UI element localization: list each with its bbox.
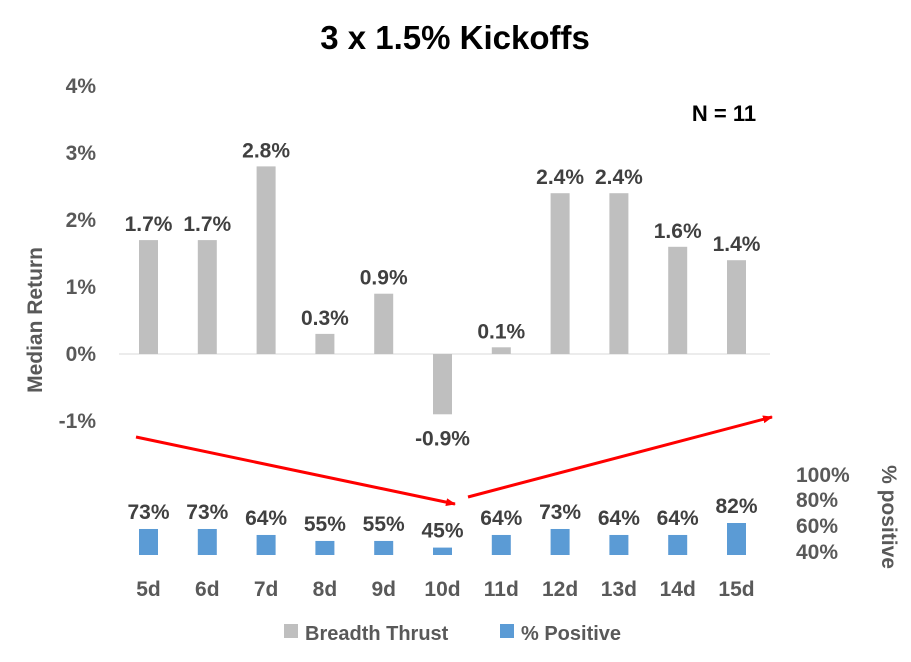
x-category-label: 11d xyxy=(484,578,519,601)
x-category-label: 6d xyxy=(195,578,220,601)
y2-tick-label: 40% xyxy=(796,541,838,564)
y-tick-label: 1% xyxy=(66,276,97,299)
y-axis-ticks: 4% 3% 2% 1% 0% -1% xyxy=(59,75,97,433)
trend-arrows xyxy=(135,415,773,507)
x-category-label: 9d xyxy=(371,578,396,601)
up-trend-arrow xyxy=(467,415,773,499)
y-tick-label: -1% xyxy=(59,410,97,433)
y2-tick-label: 100% xyxy=(796,464,850,487)
legend-swatch-pct-positive xyxy=(500,624,514,638)
data-label-breadth-thrust: 0.3% xyxy=(301,307,349,330)
bar-pct-positive xyxy=(433,547,452,555)
legend-label-pct-positive: % Positive xyxy=(521,623,621,645)
x-category-label: 12d xyxy=(542,578,578,601)
x-category-label: 13d xyxy=(601,578,637,601)
bar-pct-positive xyxy=(727,523,746,555)
legend-label-breadth-thrust: Breadth Thrust xyxy=(305,623,449,645)
data-label-pct-positive: 55% xyxy=(363,513,405,536)
bar-breadth-thrust xyxy=(491,347,511,354)
bar-pct-positive xyxy=(256,534,276,555)
bar-breadth-thrust xyxy=(139,240,158,354)
data-label-pct-positive: 64% xyxy=(657,507,699,530)
y2-axis-label: % positive xyxy=(877,465,900,569)
y-axis-label: Median Return xyxy=(24,247,47,393)
data-label-breadth-thrust: -0.9% xyxy=(415,427,470,450)
legend-swatch-breadth-thrust xyxy=(284,624,298,638)
x-axis-categories: 5d 6d 7d 8d 9d 10d 11d 12d 13d 14d 15d xyxy=(136,578,754,601)
chart-title: 3 x 1.5% Kickoffs xyxy=(320,19,590,56)
bar-pct-positive xyxy=(668,534,688,555)
data-label-breadth-thrust: 1.7% xyxy=(183,213,231,236)
y-tick-label: 3% xyxy=(66,142,97,165)
bar-breadth-thrust xyxy=(433,354,452,415)
bar-pct-positive xyxy=(491,534,511,555)
bar-breadth-thrust xyxy=(315,333,335,354)
breadth-thrust-series xyxy=(139,166,746,415)
data-label-breadth-thrust: 2.8% xyxy=(242,139,290,162)
data-label-pct-positive: 73% xyxy=(539,501,581,524)
bar-pct-positive xyxy=(609,534,629,555)
bar-breadth-thrust xyxy=(727,260,746,354)
data-label-breadth-thrust: 0.1% xyxy=(477,320,525,343)
bar-breadth-thrust xyxy=(197,240,217,354)
down-trend-arrow xyxy=(135,435,456,507)
bar-breadth-thrust xyxy=(256,166,276,354)
data-label-breadth-thrust: 1.4% xyxy=(713,233,761,256)
data-label-breadth-thrust: 0.9% xyxy=(360,267,408,290)
bar-pct-positive xyxy=(197,528,217,555)
data-label-pct-positive: 64% xyxy=(245,507,287,530)
data-label-pct-positive: 82% xyxy=(715,495,757,518)
x-category-label: 14d xyxy=(660,578,696,601)
bar-breadth-thrust xyxy=(609,193,629,354)
bar-pct-positive xyxy=(315,540,335,555)
data-label-pct-positive: 64% xyxy=(480,507,522,530)
bar-pct-positive xyxy=(374,540,394,555)
breadth-thrust-labels: 1.7% 1.7% 2.8% 0.3% 0.9% -0.9% 0.1% 2.4% 2.4% 1.6… xyxy=(125,139,761,450)
data-label-breadth-thrust: 1.6% xyxy=(654,220,702,243)
data-label-breadth-thrust: 2.4% xyxy=(595,166,643,189)
data-label-pct-positive: 73% xyxy=(186,501,228,524)
data-label-pct-positive: 73% xyxy=(127,501,169,524)
x-category-label: 7d xyxy=(254,578,279,601)
bar-pct-positive xyxy=(550,528,570,555)
y-tick-label: 0% xyxy=(66,343,97,366)
x-category-label: 8d xyxy=(313,578,338,601)
y2-tick-label: 80% xyxy=(796,489,838,512)
legend: Breadth Thrust % Positive xyxy=(284,623,621,645)
y2-axis-ticks: 100%80% 60% 40% xyxy=(796,464,850,564)
bar-pct-positive xyxy=(139,528,158,555)
y-tick-label: 4% xyxy=(66,75,97,98)
data-label-pct-positive: 55% xyxy=(304,513,346,536)
sample-size-annotation: N = 11 xyxy=(692,101,756,126)
data-label-pct-positive: 45% xyxy=(421,520,463,543)
y2-tick-label: 60% xyxy=(796,515,838,538)
y-tick-label: 2% xyxy=(66,209,97,232)
data-label-breadth-thrust: 1.7% xyxy=(125,213,173,236)
bar-breadth-thrust xyxy=(668,246,688,354)
data-label-pct-positive: 64% xyxy=(598,507,640,530)
bar-breadth-thrust xyxy=(374,293,394,354)
pct-positive-series xyxy=(139,523,746,555)
x-category-label: 5d xyxy=(136,578,161,601)
x-category-label: 15d xyxy=(718,578,754,601)
bar-breadth-thrust xyxy=(550,193,570,354)
data-label-breadth-thrust: 2.4% xyxy=(536,166,584,189)
x-category-label: 10d xyxy=(424,578,460,601)
pct-positive-labels: 73% 73% 64% 55% 55% 45% 64% 73% 64% 64% 82% xyxy=(127,495,757,543)
